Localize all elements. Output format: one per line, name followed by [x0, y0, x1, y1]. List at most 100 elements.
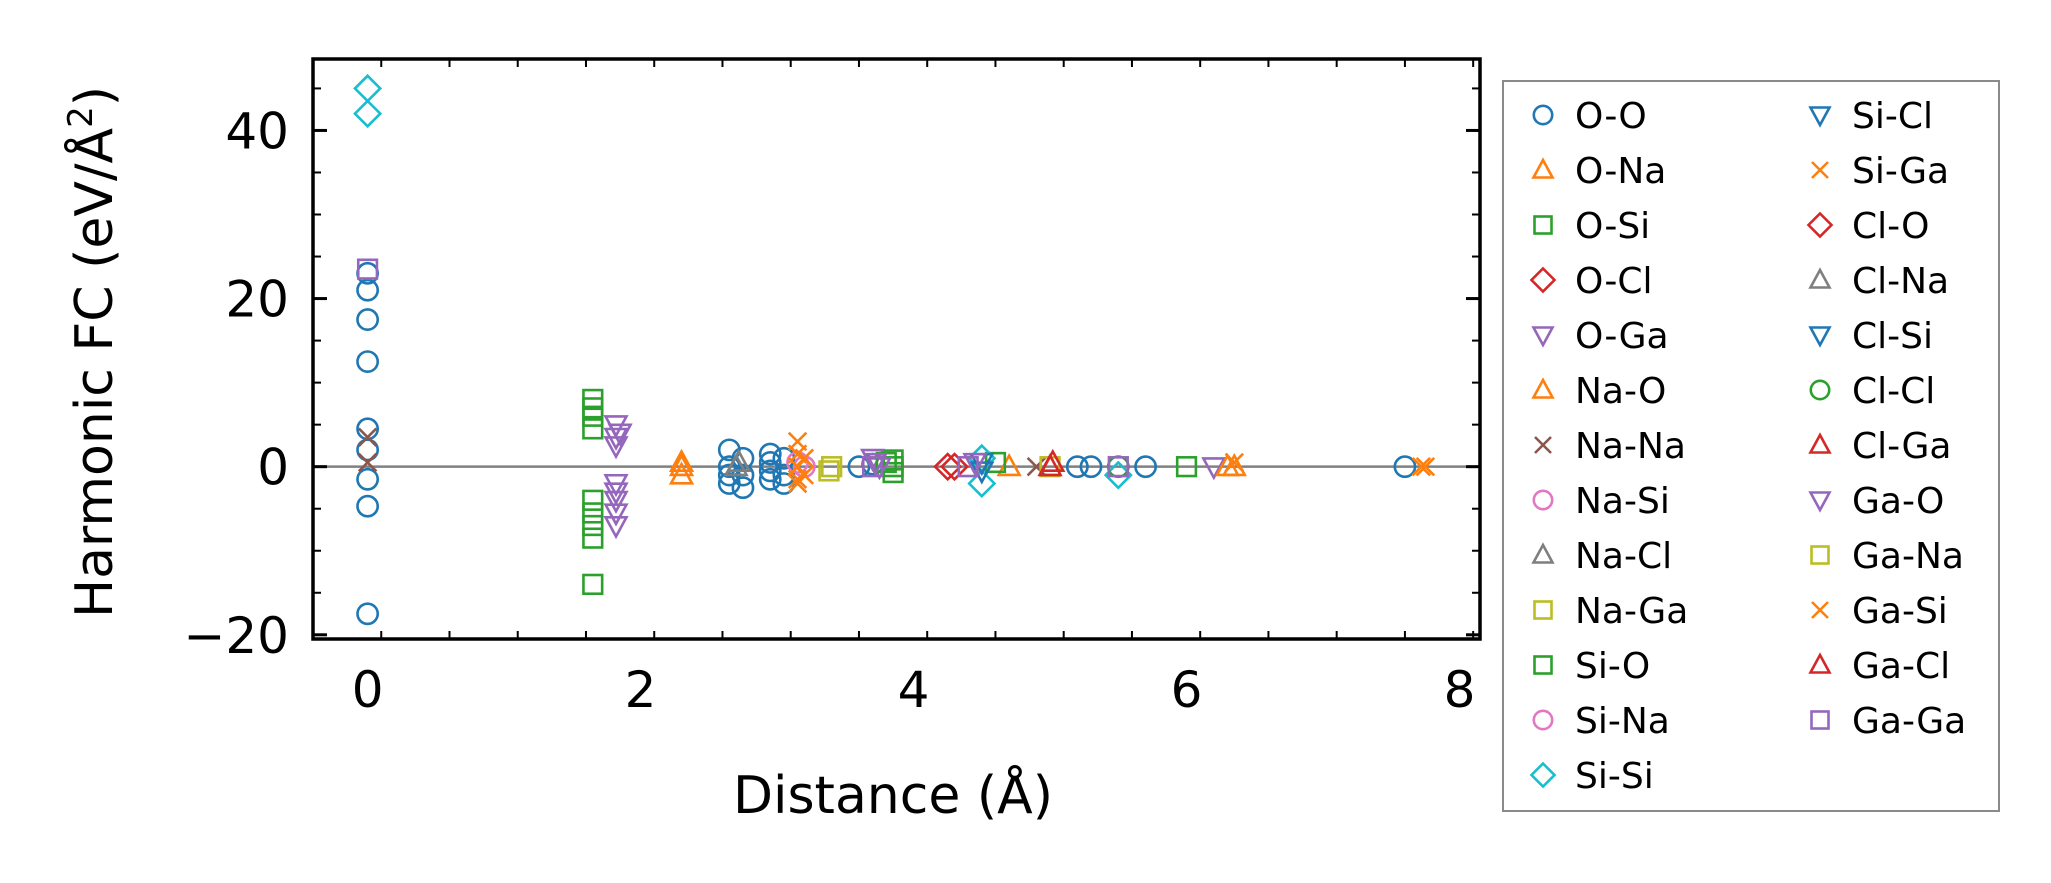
legend-item: Si-Ga: [1811, 151, 1949, 192]
data-point: [1040, 448, 1066, 473]
legend-marker: [1809, 379, 1831, 401]
legend-item: O-Si: [1533, 206, 1650, 247]
legend-label: O-Na: [1575, 151, 1666, 192]
legend-item: Cl-O: [1806, 206, 1929, 247]
legend-marker: [1531, 542, 1555, 564]
y-axis-title: Harmonic FC (eV/Å2): [61, 86, 125, 618]
legend-label: Ga-O: [1852, 481, 1944, 522]
legend-item: Na-O: [1531, 371, 1666, 412]
series-ga-cl: [1040, 448, 1066, 473]
x-tick-label: 8: [1444, 661, 1476, 719]
legend-label: Si-O: [1575, 646, 1650, 687]
legend-marker: [1808, 326, 1832, 348]
legend-item: Si-Si: [1529, 756, 1654, 797]
data-point: [668, 452, 695, 477]
data-point: [1224, 452, 1245, 473]
legend-item: O-Na: [1531, 151, 1666, 192]
data-point: [794, 465, 815, 485]
data-point: [821, 456, 843, 478]
legend-marker: [1808, 491, 1832, 513]
legend-label: O-Ga: [1575, 316, 1669, 357]
legend-item: Ga-Ga: [1810, 701, 1966, 742]
series-ga-na: [818, 460, 840, 482]
legend-label: Si-Ga: [1852, 151, 1949, 192]
data-point: [582, 514, 604, 537]
legend-item: Na-Cl: [1531, 536, 1672, 577]
data-point: [758, 451, 782, 474]
legend-marker: [1808, 106, 1832, 128]
legend-label: Ga-Cl: [1852, 646, 1950, 687]
series-cl-o: [940, 452, 969, 482]
legend-marker: [1531, 157, 1555, 179]
legend-label: Si-Cl: [1852, 96, 1933, 137]
legend-label: O-Si: [1575, 206, 1650, 247]
data-point: [957, 456, 979, 478]
series-o-si: [582, 388, 1198, 596]
series-ga-si: [794, 448, 1432, 485]
data-point: [758, 442, 782, 466]
x-tick-label: 0: [352, 661, 384, 719]
data-point: [731, 476, 755, 500]
legend-marker: [1532, 489, 1554, 511]
data-point: [357, 452, 378, 473]
plot-frame: [311, 57, 1482, 641]
data-point: [794, 448, 815, 468]
legend-marker: [1806, 211, 1834, 239]
data-point: [861, 456, 884, 478]
legend-item: O-Cl: [1529, 261, 1652, 302]
series-cl-na: [726, 448, 752, 473]
legend-marker: [1533, 215, 1553, 235]
data-point: [1393, 455, 1417, 479]
legend-marker: [1529, 761, 1557, 789]
data-point: [582, 527, 604, 549]
y-tick-label: 20: [225, 271, 289, 329]
legend-marker: [1533, 655, 1553, 675]
legend-label: O-O: [1575, 96, 1647, 137]
legend-label: O-Cl: [1575, 261, 1652, 302]
legend-marker: [1533, 600, 1553, 620]
data-point: [1065, 455, 1089, 479]
legend-item: Cl-Si: [1808, 316, 1933, 357]
legend-label: Cl-Ga: [1852, 426, 1951, 467]
series-ga-o: [607, 423, 988, 477]
legend-items: O-O O-Na O-Si O-Cl O-Ga Na-O Na-Na Na-Si Na-Cl Na…: [1529, 96, 1966, 797]
y-tick-label: 0: [257, 439, 289, 497]
data-point: [1107, 456, 1129, 478]
legend-marker: [1532, 104, 1554, 126]
data-point: [933, 452, 963, 482]
y-tick-label: −20: [183, 607, 289, 665]
legend-marker: [1531, 326, 1555, 348]
series-o-o: [356, 261, 1417, 626]
legend-marker: [1811, 601, 1829, 619]
legend-marker: [1531, 377, 1555, 399]
legend-marker: [1808, 267, 1832, 289]
data-point: [818, 460, 840, 482]
data-point: [582, 502, 604, 524]
legend-label: Si-Si: [1575, 756, 1654, 797]
data-point: [603, 503, 629, 527]
data-point: [582, 397, 604, 419]
legend-item: Si-Cl: [1808, 96, 1933, 137]
data-point: [726, 448, 752, 473]
legend-item: Na-Ga: [1533, 591, 1688, 632]
legend-item: Na-Na: [1534, 426, 1686, 467]
legend-frame: [1502, 80, 2000, 812]
x-tick-label: 4: [898, 661, 930, 719]
legend-item: Cl-Cl: [1809, 371, 1935, 412]
legend-marker: [1810, 710, 1830, 730]
legend-label: Ga-Na: [1852, 536, 1964, 577]
plot-area: 0 2 4 6 8 −20 0 20 40: [183, 57, 1482, 719]
legend-marker: [1810, 545, 1830, 565]
data-point: [862, 452, 888, 477]
legend-label: Cl-Cl: [1852, 371, 1935, 412]
legend-item: Cl-Na: [1808, 261, 1949, 302]
data-point: [758, 459, 782, 483]
legend-item: Cl-Ga: [1808, 426, 1951, 467]
legend-marker: [1811, 161, 1829, 179]
series-na-na: [357, 427, 1047, 477]
x-axis-title: Distance (Å): [733, 764, 1053, 826]
series-o-ga: [603, 415, 1227, 540]
data-point: [357, 427, 378, 447]
data-point: [356, 438, 380, 462]
